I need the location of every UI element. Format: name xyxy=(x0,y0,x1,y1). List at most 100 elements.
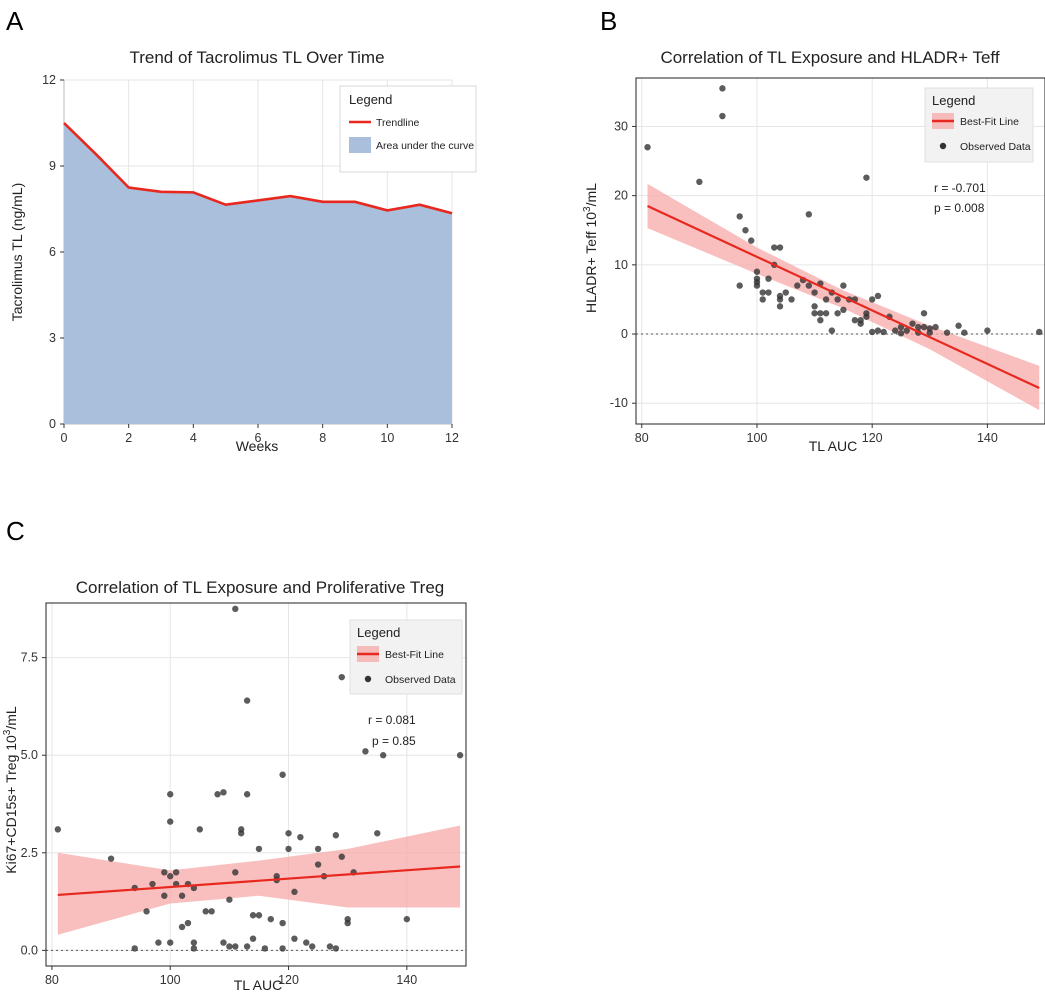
b-data-point xyxy=(742,227,749,234)
c-data-point xyxy=(214,791,221,798)
chart-b-fit-line xyxy=(647,205,1040,390)
chart-b-legend: Legend Best-Fit Line Observed Data xyxy=(924,87,1034,163)
b-data-point xyxy=(880,328,887,336)
a-y-tick-label: 12 xyxy=(42,73,56,87)
a-x-tick-label: 0 xyxy=(61,431,68,445)
b-data-point xyxy=(765,289,772,296)
a-y-tick-label: 3 xyxy=(49,331,56,345)
c-data-point xyxy=(362,748,369,755)
chart-b-frame xyxy=(635,77,1045,425)
b-data-point xyxy=(840,306,847,314)
chart-a-y-ticks: 0 3 6 9 12 xyxy=(42,73,64,431)
chart-c-legend: Legend Best-Fit Line Observed Data xyxy=(349,619,463,695)
c-data-point xyxy=(374,830,381,837)
b-data-point xyxy=(955,322,962,329)
c-data-point xyxy=(178,892,186,899)
chart-a-legend: Legend Trendline Area under the curve xyxy=(339,85,477,173)
b-x-tick-label: 80 xyxy=(635,431,649,445)
chart-b-legend-title: Legend xyxy=(932,93,975,108)
b-data-point xyxy=(765,275,772,282)
a-y-tick-label: 0 xyxy=(49,417,56,431)
chart-b-y-ticks: -10 0 10 20 30 xyxy=(610,119,636,410)
b-data-point xyxy=(794,282,801,289)
b-y-tick-label: -10 xyxy=(610,396,628,410)
b-data-point xyxy=(782,289,789,296)
b-data-point xyxy=(644,144,651,151)
a-x-tick-label: 8 xyxy=(319,431,326,445)
c-data-point xyxy=(314,845,322,853)
c-x-tick-label: 120 xyxy=(278,973,299,987)
b-data-point xyxy=(776,303,784,310)
b-x-tick-label: 100 xyxy=(747,431,768,445)
chart-a-legend-area-swatch xyxy=(349,137,371,153)
a-x-tick-label: 2 xyxy=(125,431,132,445)
c-data-point xyxy=(285,830,292,837)
b-data-point xyxy=(817,310,824,317)
b-data-point xyxy=(915,323,922,331)
b-data-point xyxy=(788,296,795,303)
c-data-point xyxy=(243,791,251,798)
c-data-point xyxy=(338,853,345,860)
b-data-point xyxy=(811,289,818,296)
chart-c-legend-points-swatch xyxy=(364,675,372,683)
b-data-point xyxy=(834,296,841,303)
chart-b-xlabel: TL AUC xyxy=(809,438,858,454)
c-data-point xyxy=(167,818,174,825)
chart-b-legend-points-swatch xyxy=(939,142,947,150)
c-data-point xyxy=(161,869,168,876)
c-data-point xyxy=(190,939,198,946)
chart-c-frame xyxy=(45,602,467,967)
a-y-tick-label: 9 xyxy=(49,159,56,173)
b-data-point xyxy=(822,310,830,317)
c-data-point xyxy=(332,832,340,839)
c-data-point xyxy=(220,939,227,946)
a-y-tick-label: 6 xyxy=(49,245,56,259)
c-data-point xyxy=(291,888,298,896)
panel-label-c: C xyxy=(6,516,25,546)
b-data-point xyxy=(926,329,933,336)
c-data-point xyxy=(308,943,316,950)
c-data-point xyxy=(291,935,298,942)
chart-b-legend-points-label: Observed Data xyxy=(960,141,1031,153)
chart-a-legend-title: Legend xyxy=(349,92,392,107)
b-data-point xyxy=(759,296,766,303)
c-data-point xyxy=(285,845,292,853)
c-x-tick-label: 140 xyxy=(396,973,417,987)
c-data-point xyxy=(238,830,245,837)
b-data-point xyxy=(736,213,743,220)
c-data-point xyxy=(456,752,464,759)
chart-c-xlabel: TL AUC xyxy=(234,977,283,993)
a-x-tick-label: 6 xyxy=(255,431,262,445)
chart-panel-b: Correlation of TL Exposure and HLADR+ Te… xyxy=(582,48,1045,454)
b-x-tick-label: 140 xyxy=(977,431,998,445)
b-data-point xyxy=(811,310,818,317)
chart-a-ylabel: Tacrolimus TL (ng/mL) xyxy=(9,183,25,321)
b-data-point xyxy=(874,292,882,300)
b-data-point xyxy=(851,317,859,324)
b-data-point xyxy=(776,292,784,300)
b-data-point xyxy=(892,327,899,334)
b-data-point xyxy=(897,330,905,337)
panel-label-b: B xyxy=(600,6,617,36)
c-data-point xyxy=(172,869,180,876)
c-data-point xyxy=(379,752,387,759)
c-y-tick-label: 2.5 xyxy=(21,846,38,860)
b-data-point xyxy=(771,244,778,251)
chart-panel-a: Trend of Tacrolimus TL Over Time 0 2 4 6 8 10… xyxy=(9,48,477,454)
chart-a-x-ticks: 0 2 4 6 8 10 12 xyxy=(61,424,459,445)
chart-a-title: Trend of Tacrolimus TL Over Time xyxy=(129,48,384,67)
b-y-tick-label: 0 xyxy=(621,327,628,341)
c-data-point xyxy=(279,919,286,927)
c-data-point xyxy=(344,919,351,927)
chart-c-p-value: p = 0.85 xyxy=(372,734,416,748)
c-data-point xyxy=(232,605,239,613)
b-data-point xyxy=(932,323,939,331)
b-data-point xyxy=(834,310,841,317)
c-data-point xyxy=(338,673,345,681)
c-data-point xyxy=(149,880,156,888)
chart-a-legend-box xyxy=(339,85,477,173)
c-data-point xyxy=(184,919,192,927)
chart-c-r-value: r = 0.081 xyxy=(368,713,416,727)
b-y-tick-label: 10 xyxy=(614,258,628,272)
c-y-tick-label: 5.0 xyxy=(21,748,38,762)
